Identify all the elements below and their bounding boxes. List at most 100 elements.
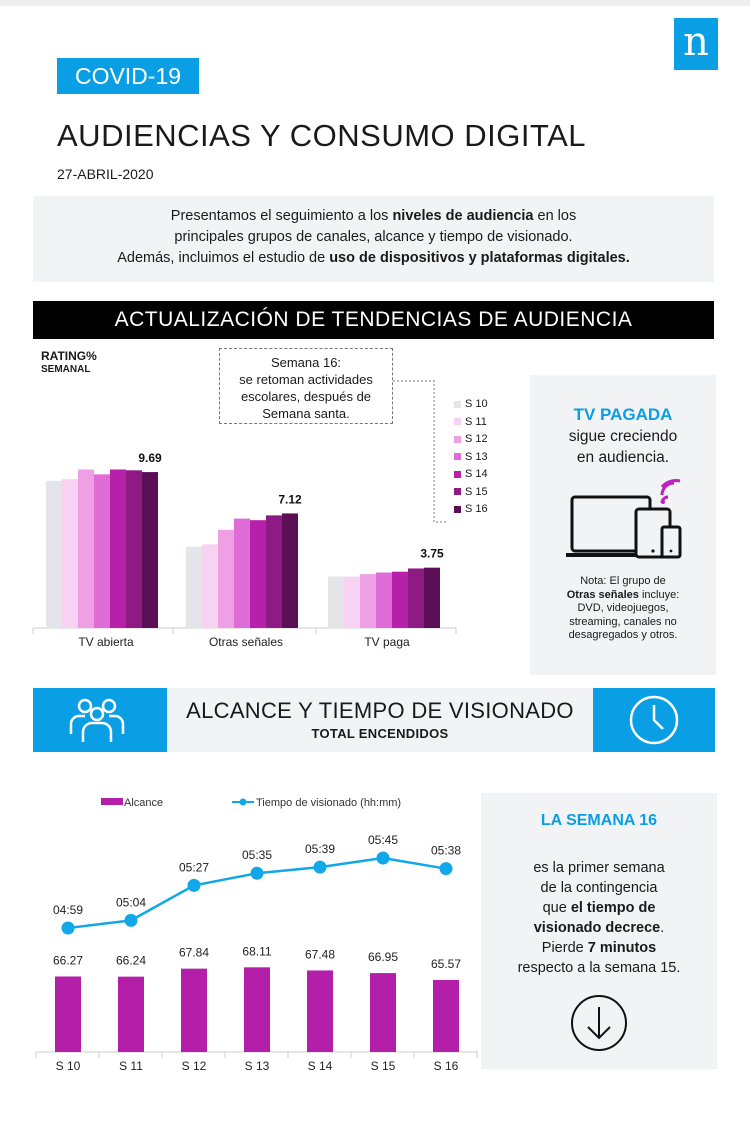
legend-swatch [454,470,461,478]
note-line: streaming, canales no [569,615,677,628]
tv-pagada-text: en audiencia. [576,449,670,466]
legend-item: S 14 [454,466,488,484]
legend-swatch [454,488,461,496]
note-connector [393,380,448,523]
bar-s12 [360,574,376,628]
rating-chart: 9.69 TV abierta 7.12 Otras señales 3.75 TV pa… [32,451,457,649]
data-label: 3.75 [420,547,444,561]
intro-line-3: Además, incluimos el estudio de uso de d… [33,248,714,269]
text-bold: el tiempo de [570,900,656,916]
bar-s11 [202,544,218,628]
arrow-down-circle-icon [571,995,627,1051]
intro-line-1: Presentamos el seguimiento a los niveles… [33,206,714,227]
category-label: S 11 [119,1059,143,1073]
intro-box: Presentamos el seguimiento a los niveles… [33,196,714,282]
intro-text: Presentamos el seguimiento a los [170,208,393,224]
nielsen-logo: n [674,18,718,70]
page-title: AUDIENCIAS Y CONSUMO DIGITAL [57,118,587,153]
note-line: Nota: El grupo de [580,575,666,587]
legend-label-alcance: Alcance [124,797,163,809]
people-panel [33,688,167,752]
text-line: de la contingencia [540,880,658,896]
category-label: TV paga [364,635,410,649]
reach-chart: Alcance Tiempo de visionado (hh:mm) 66.27 S… [35,797,478,1073]
bar-s10 [186,546,202,628]
point-tiempo [376,851,390,865]
category-label: TV abierta [78,635,134,649]
bar-data-label: 66.95 [368,950,398,964]
bar-s13 [94,474,110,628]
legend-swatch [454,505,461,513]
bar-s14 [392,571,408,628]
legend-marker-tiempo [239,798,247,806]
bar-s14 [250,520,266,628]
bar-data-label: 67.48 [305,947,335,961]
legend-swatch [454,453,461,461]
semana16-text: es la primer semana de la contingencia q… [481,858,717,978]
rating-label: RATING% SEMANAL [41,349,97,377]
bar-s16 [424,567,440,628]
section-title-audience: ACTUALIZACIÓN DE TENDENCIAS DE AUDIENCIA [33,301,714,339]
text-bold: 7 minutos [587,940,657,956]
bar-alcance [118,976,144,1052]
intro-bold: uso de dispositivos y plataformas digita… [329,250,630,266]
note-line: desagregados y otros. [568,629,678,641]
clock-icon [629,695,679,745]
note-line: escolares, después de [240,389,372,404]
point-tiempo [439,862,453,876]
covid-tag: COVID-19 [57,58,199,94]
bar-s14 [110,469,126,628]
line-data-label: 05:38 [431,844,461,858]
note-text: incluye: [638,588,680,601]
bar-s13 [376,572,392,628]
line-data-label: 04:59 [53,903,83,917]
category-label: S 14 [308,1059,333,1073]
people-icon [69,698,125,742]
bar-alcance [433,980,459,1052]
tv-pagada-text: sigue creciendo [568,428,678,445]
line-data-label: 05:04 [116,895,146,909]
tv-pagada-note: Nota: El grupo de Otras señales incluye:… [530,575,716,643]
line-data-label: 05:35 [242,848,272,862]
text-part: Pierde [541,940,588,956]
legend-swatch [454,435,461,443]
legend-item: S 15 [454,484,488,502]
bar-s11 [344,576,360,628]
bar-s12 [218,529,234,628]
bar-alcance [181,968,207,1052]
tv-pagada-panel: TV PAGADA sigue creciendo en audiencia. … [530,375,716,675]
bar-s15 [266,515,282,628]
bar-s12 [78,469,94,628]
bar-data-label: 66.24 [116,954,146,968]
text-bold: visionado decrece [533,920,661,936]
bar-alcance [307,970,333,1052]
section-title-reach: ALCANCE Y TIEMPO DE VISIONADO [186,698,574,723]
legend-label: S 11 [465,415,487,428]
legend-item: S 10 [454,396,488,414]
rating-legend: S 10 S 11 S 12 S 13 S 14 S 15 S 16 [454,396,488,519]
bar-s16 [282,513,298,628]
note-line: Semana santa. [262,406,350,421]
data-label: 9.69 [138,451,162,465]
rating-subtitle: SEMANAL [41,364,91,375]
bar-alcance [55,976,81,1052]
legend-item: S 13 [454,449,488,467]
note-bold: Otras señales [566,588,639,601]
bar-data-label: 66.27 [53,954,83,968]
clock-panel [593,688,715,752]
top-divider [0,0,750,6]
note-line: se retoman actividades [239,372,373,387]
bar-alcance [370,973,396,1052]
legend-label-tiempo: Tiempo de visionado (hh:mm) [256,797,401,809]
category-label: S 15 [371,1059,396,1073]
page-date: 27-ABRIL-2020 [57,166,154,182]
text-line: respecto a la semana 15. [517,960,681,976]
intro-bold: niveles de audiencia [392,208,534,224]
line-data-label: 05:27 [179,860,209,874]
tv-pagada-heading: TV PAGADA [573,405,673,424]
text-line: es la primer semana [533,860,665,876]
bar-s13 [234,518,250,628]
legend-swatch [454,400,461,408]
legend-swatch [454,418,461,426]
point-tiempo [313,860,327,874]
